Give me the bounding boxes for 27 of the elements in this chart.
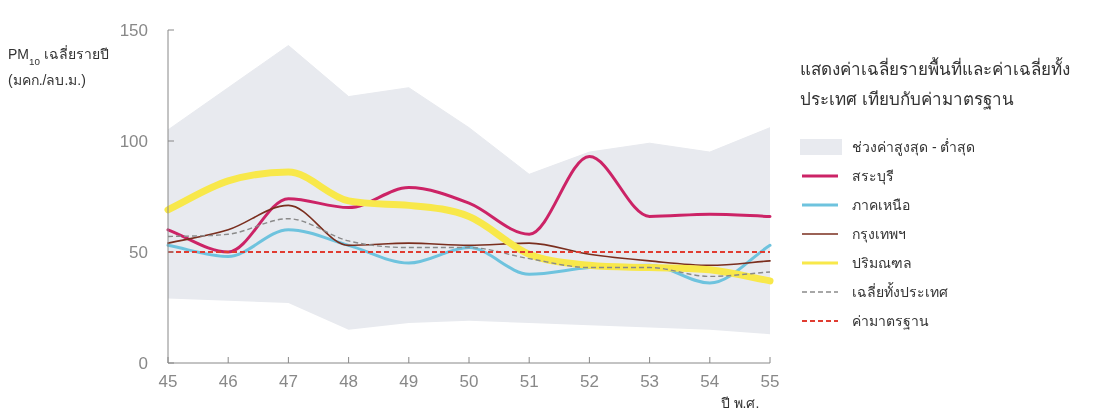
x-axis-title: ปี พ.ศ. xyxy=(720,395,760,411)
x-tick-label: 54 xyxy=(700,372,720,391)
x-tick-label: 52 xyxy=(579,372,599,391)
y-tick-label: 100 xyxy=(119,132,148,151)
x-tick-label: 47 xyxy=(278,372,298,391)
x-tick-label: 45 xyxy=(158,372,178,391)
line-series xyxy=(166,155,772,254)
legend-label: ช่วงค่าสูงสุด - ต่ำสุด xyxy=(852,138,976,156)
legend-label: เฉลี่ยทั้งประเทศ xyxy=(852,282,948,300)
x-tick-label: 48 xyxy=(339,372,359,391)
y-tick-label: 150 xyxy=(119,21,148,40)
x-tick-label: 50 xyxy=(459,372,479,391)
legend-label: ปริมณฑล xyxy=(852,255,912,271)
legend-label: ค่ามาตรฐาน xyxy=(852,313,929,330)
x-tick-label: 53 xyxy=(640,372,660,391)
y-tick-label: 0 xyxy=(138,354,148,373)
legend-label: สระบุรี xyxy=(852,168,894,185)
legend-title: แสดงค่าเฉลี่ยรายพื้นที่และค่าเฉลี่ยทั้ง ประเทศ เทียบกับค่ามาตรฐาน xyxy=(800,57,1070,110)
x-tick-label: 49 xyxy=(399,372,419,391)
x-tick-label: 55 xyxy=(760,372,780,391)
y-axis-title: PM$_{10}$ เฉลี่ยรายปี (มคก./ลบ.ม.) xyxy=(8,45,109,88)
legend-label: กรุงเทพฯ xyxy=(852,226,906,243)
legend-label: ภาคเหนือ xyxy=(852,197,910,213)
y-tick-label: 50 xyxy=(129,243,148,262)
line-series xyxy=(167,204,771,267)
x-tick-label: 51 xyxy=(519,372,539,391)
x-tick-label: 46 xyxy=(218,372,238,391)
